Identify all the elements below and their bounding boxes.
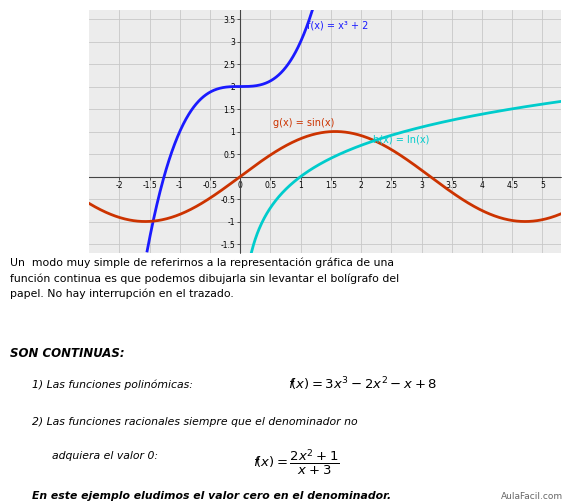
Text: En este ejemplo eludimos el valor cero en el denominador.: En este ejemplo eludimos el valor cero e… <box>32 491 391 501</box>
Text: SON CONTINUAS:: SON CONTINUAS: <box>10 347 125 360</box>
Text: $f\!\left(x\right)=\dfrac{2x^2+1}{x+3}$: $f\!\left(x\right)=\dfrac{2x^2+1}{x+3}$ <box>253 448 340 477</box>
Text: 1) Las funciones polinómicas:: 1) Las funciones polinómicas: <box>32 379 193 390</box>
Text: g(x) = sin(x): g(x) = sin(x) <box>274 118 335 128</box>
Text: $f\!\left(x\right)=3x^3-2x^2-x+8$: $f\!\left(x\right)=3x^3-2x^2-x+8$ <box>288 376 437 393</box>
Text: adquiera el valor 0:: adquiera el valor 0: <box>52 451 158 461</box>
Text: 2) Las funciones racionales siempre que el denominador no: 2) Las funciones racionales siempre que … <box>32 417 357 427</box>
Text: f(x) = x³ + 2: f(x) = x³ + 2 <box>306 20 368 30</box>
Text: AulaFacil.com: AulaFacil.com <box>501 492 564 501</box>
Text: Un  modo muy simple de referirnos a la representación gráfica de una
función con: Un modo muy simple de referirnos a la re… <box>10 258 400 299</box>
Text: h(x) = ln(x): h(x) = ln(x) <box>373 135 430 145</box>
